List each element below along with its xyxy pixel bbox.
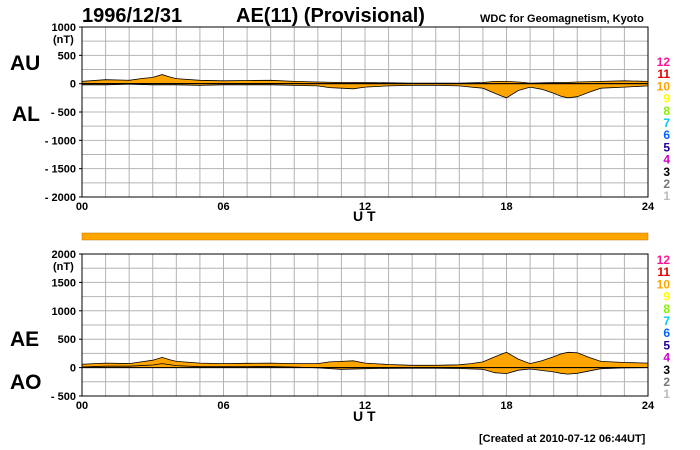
station-count-3: 3 xyxy=(663,363,670,377)
y-tick-label: - 1000 xyxy=(45,135,76,147)
al-label: AL xyxy=(12,103,40,126)
x-tick-label: 12 xyxy=(359,400,371,412)
station-count-12: 12 xyxy=(657,55,671,69)
y-tick-label: 0 xyxy=(70,79,76,91)
y-tick-label: 1000 xyxy=(52,22,76,34)
series-au-area xyxy=(81,74,649,85)
series-ae-area xyxy=(81,351,649,368)
station-count-4: 4 xyxy=(663,153,670,167)
x-tick-label: 00 xyxy=(76,400,88,412)
y-tick-label: - 1500 xyxy=(45,164,76,176)
station-count-11: 11 xyxy=(657,67,670,81)
station-count-10: 10 xyxy=(657,79,671,93)
station-count-12: 12 xyxy=(657,253,671,267)
y-tick-label: - 2000 xyxy=(45,192,76,204)
x-tick-label: 12 xyxy=(359,201,371,213)
station-count-6: 6 xyxy=(663,326,670,340)
station-count-1: 1 xyxy=(663,387,670,401)
y-tick-label: 1000 xyxy=(52,306,76,318)
x-tick-label: 00 xyxy=(76,201,88,213)
station-count-9: 9 xyxy=(663,92,670,106)
series-al-area xyxy=(81,83,649,99)
station-count-8: 8 xyxy=(663,302,670,316)
x-tick-label: 06 xyxy=(217,400,229,412)
au-label: AU xyxy=(10,52,40,75)
xlabel-bottom: U T xyxy=(353,408,376,424)
station-count-10: 10 xyxy=(657,277,671,291)
station-count-5: 5 xyxy=(663,338,670,352)
y-tick-label: 500 xyxy=(58,334,76,346)
plot-frame xyxy=(81,253,649,397)
created-timestamp: [Created at 2010-07-12 06:44UT] xyxy=(479,433,646,445)
x-tick-label: 24 xyxy=(642,201,655,213)
y-tick-label: 500 xyxy=(58,50,76,62)
station-count-2: 2 xyxy=(663,177,670,191)
station-count-1: 1 xyxy=(663,189,670,203)
unit-label-bottom: (nT) xyxy=(53,261,74,273)
station-count-8: 8 xyxy=(663,104,670,118)
station-count-2: 2 xyxy=(663,375,670,389)
series-ao-area xyxy=(81,363,649,375)
station-count-bar xyxy=(81,232,649,241)
y-tick-label: 0 xyxy=(70,363,76,375)
unit-label-top: (nT) xyxy=(53,34,74,46)
title-main: AE(11) (Provisional) xyxy=(236,5,425,27)
y-tick-label: - 500 xyxy=(51,107,76,119)
title-date: 1996/12/31 xyxy=(82,5,182,27)
y-tick-label: - 500 xyxy=(51,391,76,403)
ao-label: AO xyxy=(10,371,42,394)
station-count-5: 5 xyxy=(663,140,670,154)
station-count-6: 6 xyxy=(663,128,670,142)
source-label: WDC for Geomagnetism, Kyoto xyxy=(480,13,644,25)
x-tick-label: 06 xyxy=(217,201,229,213)
station-count-9: 9 xyxy=(663,290,670,304)
x-tick-label: 18 xyxy=(500,400,512,412)
station-count-7: 7 xyxy=(663,314,670,328)
y-tick-label: 2000 xyxy=(52,249,76,261)
station-count-7: 7 xyxy=(663,116,670,130)
x-tick-label: 18 xyxy=(500,201,512,213)
x-tick-label: 24 xyxy=(642,400,655,412)
ae-label: AE xyxy=(10,328,39,351)
y-tick-label: 1500 xyxy=(52,277,76,289)
station-count-3: 3 xyxy=(663,165,670,179)
station-count-11: 11 xyxy=(657,265,670,279)
xlabel-top: U T xyxy=(353,208,376,224)
station-count-4: 4 xyxy=(663,351,670,365)
